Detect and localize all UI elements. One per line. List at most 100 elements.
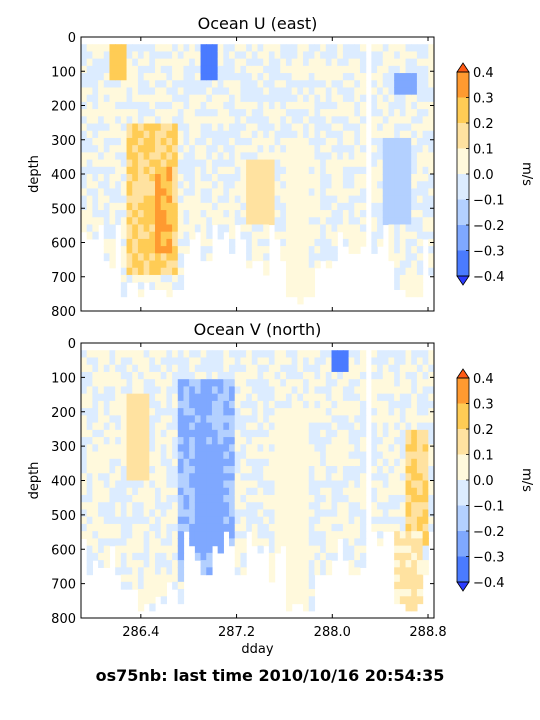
- field-cell: [217, 545, 224, 554]
- field-cell: [155, 415, 162, 424]
- field-cell: [217, 166, 224, 175]
- field-cell: [274, 152, 281, 161]
- field-cell: [297, 44, 304, 53]
- field-cell: [155, 130, 162, 139]
- x-tick-label: 286.4: [122, 625, 159, 640]
- field-cell: [109, 379, 116, 388]
- field-cell: [377, 509, 384, 518]
- field-cell: [120, 159, 128, 168]
- field-cell: [177, 451, 185, 460]
- field-cell: [120, 371, 128, 380]
- field-cell: [320, 516, 327, 525]
- field-cell: [217, 386, 224, 395]
- field-cell: [240, 224, 247, 233]
- field-cell: [297, 101, 304, 110]
- field-cell: [416, 80, 424, 89]
- field-cell: [377, 386, 384, 395]
- colorbar-extend-max: [456, 62, 470, 73]
- field-cell: [257, 145, 264, 153]
- field-cell: [382, 494, 390, 503]
- field-cell: [172, 181, 179, 190]
- field-cell: [314, 166, 321, 175]
- field-cell: [428, 51, 434, 60]
- field-cell: [291, 116, 298, 125]
- field-cell: [132, 217, 139, 226]
- field-cell: [268, 473, 276, 482]
- field-cell: [137, 487, 145, 496]
- field-cell: [103, 224, 111, 233]
- field-cell: [206, 516, 213, 525]
- field-cell: [325, 159, 333, 168]
- field-cell: [132, 364, 139, 373]
- field-cell: [268, 210, 276, 218]
- field-cell: [177, 44, 185, 53]
- field-cell: [263, 137, 270, 146]
- field-cell: [394, 130, 401, 139]
- field-cell: [411, 502, 418, 511]
- field-cell: [348, 238, 355, 247]
- field-cell: [399, 130, 407, 139]
- field-cell: [303, 116, 310, 125]
- field-cell: [297, 494, 304, 503]
- field-cell: [246, 393, 253, 402]
- field-cell: [211, 116, 219, 125]
- field-cell: [251, 202, 259, 211]
- field-cell: [240, 567, 247, 576]
- field-cell: [280, 350, 287, 359]
- field-cell: [172, 357, 179, 366]
- field-cell: [149, 516, 156, 525]
- field-cell: [416, 101, 424, 110]
- field-cell: [98, 109, 105, 117]
- field-cell: [217, 400, 224, 409]
- field-cell: [337, 480, 344, 489]
- field-cell: [371, 224, 378, 233]
- field-cell: [109, 166, 116, 175]
- field-cell: [246, 437, 253, 445]
- field-cell: [377, 494, 384, 503]
- field-cell: [240, 51, 247, 60]
- field-cell: [354, 415, 361, 424]
- field-cell: [149, 466, 156, 474]
- field-cell: [382, 174, 390, 182]
- field-cell: [251, 386, 259, 395]
- field-cell: [234, 109, 242, 117]
- y-tick-label: 0: [68, 337, 76, 352]
- field-cell: [240, 44, 247, 53]
- field-cell: [229, 202, 236, 211]
- field-cell: [422, 545, 429, 554]
- field-cell: [303, 603, 310, 612]
- field-cell: [416, 523, 424, 532]
- field-cell: [206, 166, 213, 175]
- field-cell: [217, 480, 224, 489]
- field-cell: [342, 145, 350, 153]
- field-cell: [303, 444, 310, 453]
- field-cell: [160, 65, 167, 74]
- field-cell: [240, 379, 247, 388]
- field-cell: [120, 130, 128, 139]
- field-cell: [109, 238, 116, 247]
- field-cell: [251, 408, 259, 416]
- field-cell: [377, 65, 384, 74]
- field-cell: [388, 174, 395, 182]
- field-cell: [183, 109, 190, 117]
- field-cell: [422, 65, 429, 74]
- field-cell: [371, 487, 378, 496]
- field-cell: [166, 379, 173, 388]
- field-cell: [229, 159, 236, 168]
- field-cell: [189, 408, 196, 416]
- field-cell: [229, 231, 236, 240]
- field-cell: [405, 260, 412, 269]
- field-cell: [416, 393, 424, 402]
- field-cell: [143, 109, 150, 117]
- field-cell: [280, 422, 287, 431]
- field-cell: [229, 123, 236, 132]
- field-cell: [92, 174, 99, 182]
- field-cell: [411, 603, 418, 612]
- field-cell: [325, 94, 333, 103]
- field-cell: [280, 516, 287, 525]
- field-cell: [377, 422, 384, 431]
- field-cell: [206, 44, 213, 53]
- field-cell: [342, 109, 350, 117]
- field-cell: [194, 94, 202, 103]
- field-cell: [348, 44, 355, 53]
